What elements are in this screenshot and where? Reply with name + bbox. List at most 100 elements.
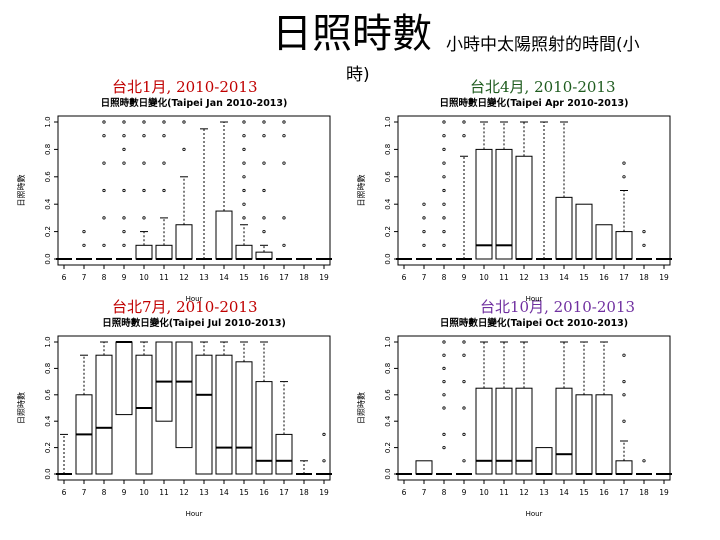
box-hour-8: [436, 340, 452, 475]
outlier-point: [422, 202, 426, 206]
outlier-point: [282, 161, 286, 165]
box-hour-13: [196, 128, 212, 260]
outlier-point: [122, 230, 126, 234]
x-tick-label: 19: [319, 488, 329, 497]
outlier-point: [462, 459, 466, 463]
outlier-point: [262, 161, 266, 165]
y-tick-label: 0.0: [44, 253, 52, 264]
outlier-point: [622, 161, 626, 165]
outlier-point: [442, 406, 446, 410]
outlier-point: [422, 230, 426, 234]
outlier-point: [442, 175, 446, 179]
box: [255, 251, 273, 260]
panel-label-jan: 台北1月, 2010-2013: [112, 78, 258, 96]
box-hour-12: [515, 121, 533, 260]
outlier-point: [442, 188, 446, 193]
outlier-point: [242, 202, 246, 206]
box: [415, 460, 433, 475]
outlier-point: [162, 120, 166, 124]
slide-title: 日照時數: [272, 11, 432, 57]
y-tick-label: 1.0: [44, 336, 52, 347]
outlier-point: [622, 353, 626, 357]
box: [115, 341, 133, 416]
chart-title: 日照時數日變化(Taipei Oct 2010-2013): [440, 317, 628, 329]
box: [615, 231, 633, 260]
x-axis-label: Hour: [186, 510, 203, 518]
outlier-point: [642, 230, 646, 234]
x-axis-label: Hour: [186, 295, 203, 303]
outlier-point: [102, 188, 106, 193]
outlier-point: [162, 188, 166, 193]
panel-label-oct: 台北10月, 2010-2013: [480, 298, 636, 316]
y-axis-label: 日照時數: [356, 175, 366, 207]
y-tick-label: 0.8: [384, 144, 392, 155]
outlier-point: [82, 243, 86, 247]
panel-label-jul: 台北7月, 2010-2013: [112, 298, 258, 316]
box: [275, 433, 293, 475]
outlier-point: [122, 161, 126, 165]
outlier-point: [462, 406, 466, 410]
outlier-point: [262, 134, 266, 138]
outlier-point: [122, 147, 126, 152]
box-hour-11: [495, 341, 513, 475]
box: [495, 387, 513, 475]
x-tick-label: 18: [299, 488, 309, 497]
outlier-point: [162, 161, 166, 165]
box: [215, 210, 233, 260]
chart-title: 日照時數日變化(Taipei Jul 2010-2013): [102, 317, 286, 329]
outlier-point: [442, 366, 446, 371]
chart-oct: 日照時數日變化(Taipei Oct 2010-2013) 0.0 0.2 0.4 0.…: [356, 317, 672, 518]
box-hour-13: [536, 121, 552, 260]
box-hour-13: [535, 447, 553, 475]
box-hour-9: [115, 341, 133, 416]
outlier-point: [102, 216, 106, 220]
outlier-point: [142, 188, 146, 193]
y-tick-label: 0.2: [384, 442, 392, 453]
box: [195, 354, 213, 475]
outlier-point: [462, 134, 466, 138]
box-hour-15: [575, 203, 593, 260]
box: [555, 387, 573, 475]
outlier-point: [262, 120, 266, 124]
x-tick-label: 8: [102, 273, 107, 282]
outlier-point: [262, 230, 266, 234]
x-tick-label: 18: [299, 273, 309, 282]
box-hour-18: [636, 230, 652, 260]
outlier-point: [442, 432, 446, 437]
y-tick-label: 0.8: [44, 144, 52, 155]
box-hour-9: [456, 340, 472, 475]
outlier-point: [462, 120, 466, 124]
x-tick-label: 8: [442, 273, 447, 282]
outlier-point: [442, 202, 446, 206]
y-axis-label: 日照時數: [16, 175, 26, 207]
x-tick-label: 10: [479, 488, 489, 497]
x-tick-label: 13: [199, 488, 209, 497]
x-tick-label: 7: [82, 488, 87, 497]
x-tick-label: 12: [519, 273, 529, 282]
slide-subtitle-continued: 時): [346, 65, 370, 85]
box: [555, 196, 573, 260]
plot-frame: [397, 335, 671, 481]
y-tick-label: 0.4: [44, 415, 52, 427]
box: [475, 148, 493, 260]
outlier-point: [142, 216, 146, 220]
box: [95, 354, 113, 475]
box-hour-17: [615, 353, 633, 475]
x-tick-label: 10: [139, 273, 149, 282]
outlier-point: [442, 340, 446, 344]
outlier-point: [122, 188, 126, 193]
x-tick-label: 19: [659, 488, 669, 497]
box: [475, 387, 493, 475]
box: [215, 354, 233, 475]
y-tick-label: 0.6: [384, 171, 392, 183]
outlier-point: [122, 243, 126, 247]
box-hour-10: [475, 341, 493, 475]
box-hour-14: [555, 341, 573, 475]
chart-apr: 日照時數日變化(Taipei Apr 2010-2013) 0.0 0.2 0.4 0.…: [356, 97, 672, 303]
y-tick-label: 0.4: [384, 415, 392, 427]
box-hour-18: [636, 459, 652, 475]
outlier-point: [622, 175, 626, 179]
outlier-point: [282, 216, 286, 220]
y-tick-label: 0.8: [44, 363, 52, 374]
box-hour-14: [215, 121, 233, 260]
